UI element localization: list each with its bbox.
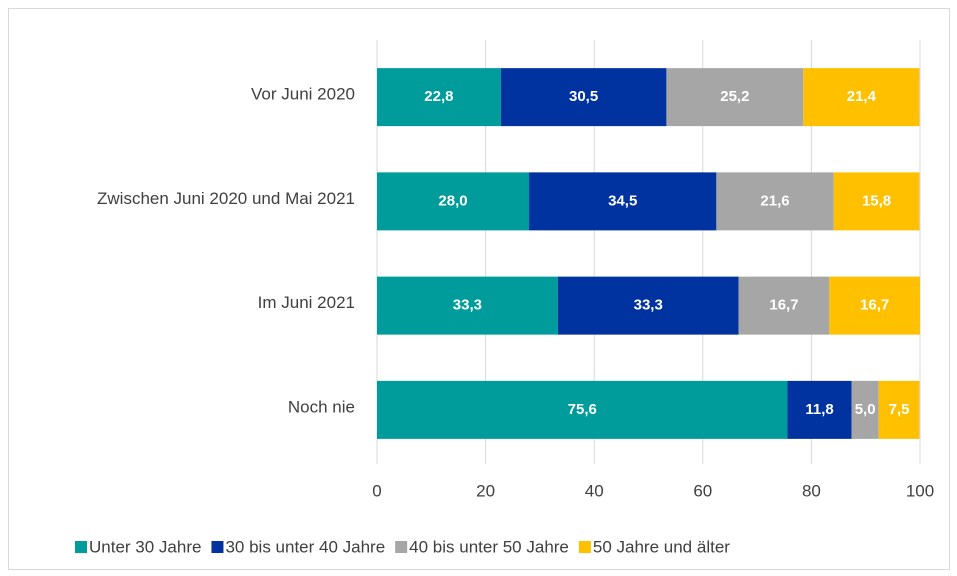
bar-segment (377, 276, 558, 335)
data-label: 22,8 (424, 88, 453, 105)
data-label: 28,0 (438, 192, 467, 209)
data-label: 21,4 (847, 88, 877, 105)
data-label: 11,8 (805, 401, 833, 418)
data-label: 25,2 (720, 88, 749, 105)
y-tick-label: Im Juni 2021 (258, 293, 355, 312)
data-label: 15,8 (862, 192, 891, 209)
data-label: 21,6 (760, 192, 789, 209)
legend-label: Unter 30 Jahre (89, 537, 201, 556)
legend-label: 50 Jahre und älter (593, 537, 730, 556)
bar-segment (529, 172, 717, 231)
legend-label: 30 bis unter 40 Jahre (225, 537, 385, 556)
bar-segment (500, 68, 667, 127)
data-label: 75,6 (568, 401, 597, 418)
x-tick-label: 20 (476, 481, 495, 500)
legend-swatch (75, 541, 87, 553)
bar-segment (377, 172, 530, 231)
data-label: 33,3 (453, 297, 482, 314)
bar-segment (787, 380, 852, 439)
bar-segment (377, 68, 501, 127)
x-tick-label: 40 (585, 481, 604, 500)
legend-swatch (578, 541, 591, 553)
data-label: 7,5 (889, 401, 910, 418)
bar-segment (666, 68, 804, 127)
data-label: 30,5 (569, 88, 598, 105)
x-tick-label: 0 (372, 481, 381, 500)
y-tick-label: Zwischen Juni 2020 und Mai 2021 (97, 189, 355, 208)
bar-segment (377, 380, 788, 439)
bar-segment (833, 172, 920, 231)
data-label: 5,0 (855, 401, 876, 418)
bar-segment (738, 276, 830, 335)
y-tick-label: Noch nie (288, 397, 355, 416)
legend-swatch (211, 541, 224, 553)
x-tick-label: 60 (693, 481, 712, 500)
data-label: 33,3 (634, 297, 663, 314)
bar-segment (803, 68, 920, 127)
bar-segment (878, 380, 920, 439)
x-tick-label: 100 (906, 481, 934, 500)
legend-swatch (395, 541, 408, 553)
legend-label: 40 bis unter 50 Jahre (409, 537, 569, 556)
bar-segment (851, 380, 879, 439)
data-label: 34,5 (608, 192, 637, 209)
bar-segment (716, 172, 834, 231)
x-tick-label: 80 (802, 481, 821, 500)
y-tick-label: Vor Juni 2020 (251, 85, 355, 104)
data-label: 16,7 (769, 297, 798, 314)
bar-segment (557, 276, 739, 335)
data-label: 16,7 (860, 297, 889, 314)
bar-segment (829, 276, 920, 335)
